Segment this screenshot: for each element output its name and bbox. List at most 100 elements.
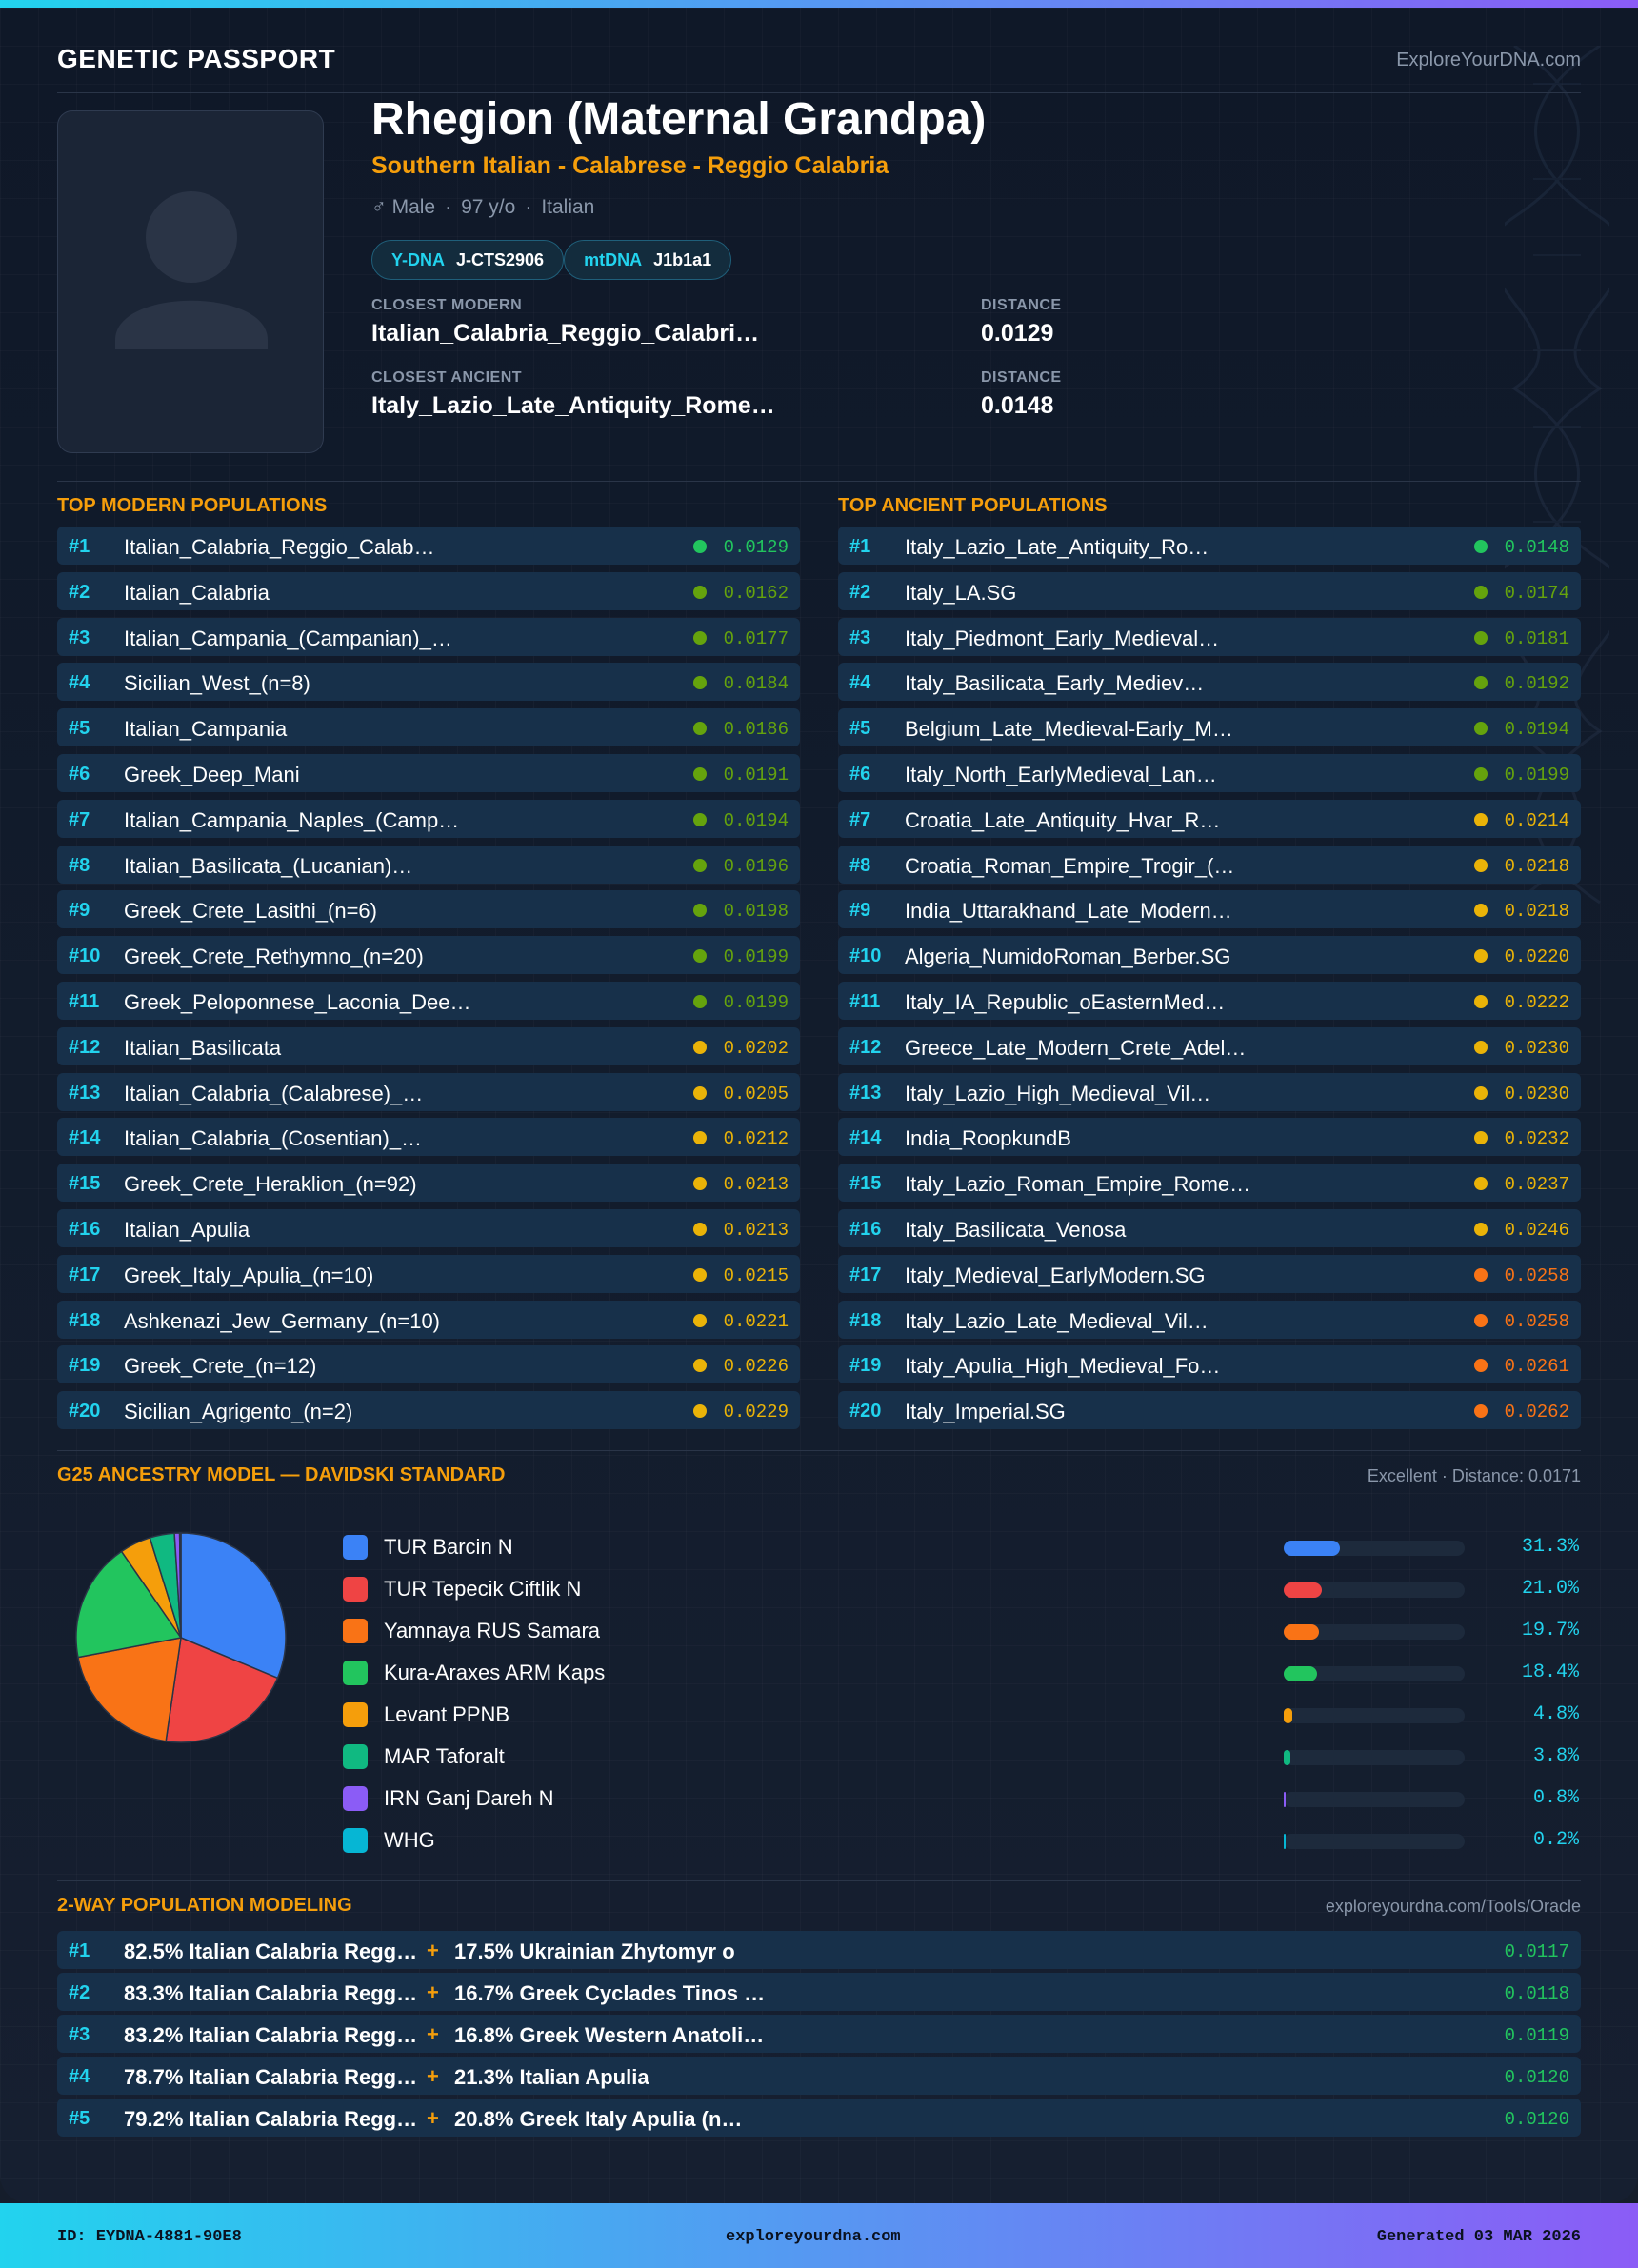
component-percent: 31.3%	[1521, 1536, 1579, 1558]
population-name: Italy_Medieval_EarlyModern.SG	[905, 1263, 1206, 1287]
population-name: Greek_Crete_(n=12)	[124, 1354, 317, 1379]
population-name: Italy_Basilicata_Early_Mediev…	[905, 671, 1205, 696]
modern-population-row[interactable]: #5 Italian_Campania 0.0186	[57, 708, 800, 747]
pie-slice-whg	[178, 1532, 182, 1639]
plus-icon: +	[427, 2064, 439, 2088]
rank-number: #10	[849, 945, 882, 967]
ancient-population-row[interactable]: #13 Italy_Lazio_High_Medieval_Vil… 0.0230	[838, 1072, 1581, 1111]
ancient-population-row[interactable]: #1 Italy_Lazio_Late_Antiquity_Ro… 0.0148	[838, 527, 1581, 565]
ancient-population-row[interactable]: #12 Greece_Late_Modern_Crete_Adel… 0.0230	[838, 1026, 1581, 1065]
rank-number: #2	[69, 1982, 90, 2003]
modern-population-list: #1 Italian_Calabria_Reggio_Calab… 0.0129 #2…	[57, 527, 800, 1437]
site-link[interactable]: ExploreYourDNA.com	[1396, 50, 1581, 70]
population-name: Italy_Lazio_Late_Antiquity_Ro…	[905, 535, 1209, 559]
ancient-population-row[interactable]: #14 India_RoopkundB 0.0232	[838, 1118, 1581, 1157]
distance-value: 0.0184	[723, 673, 789, 695]
model-row[interactable]: #4 78.7% Italian Calabria Regg… +21.3% Ita…	[57, 2057, 1581, 2095]
ancestry-component-row: Levant PPNB 4.8%	[341, 1694, 1588, 1736]
distance-indicator-icon	[1474, 1313, 1488, 1327]
model-row[interactable]: #3 83.2% Italian Calabria Regg… +16.8% Gre…	[57, 2015, 1581, 2053]
ancient-population-row[interactable]: #5 Belgium_Late_Medieval-Early_M… 0.0194	[838, 708, 1581, 747]
color-swatch	[343, 1619, 368, 1643]
distance-indicator-icon	[1474, 1040, 1488, 1054]
ydna-label: Y-DNA	[391, 249, 446, 269]
ancient-population-row[interactable]: #2 Italy_LA.SG 0.0174	[838, 571, 1581, 610]
ancestry-legend: TUR Barcin N 31.3% TUR Tepecik Ciftlik N 21…	[341, 1526, 1588, 1861]
model-row[interactable]: #2 83.3% Italian Calabria Regg… +16.7% Gre…	[57, 1973, 1581, 2011]
component-name: WHG	[384, 1828, 435, 1852]
rank-number: #2	[849, 581, 871, 603]
component-percent: 19.7%	[1521, 1620, 1579, 1641]
rank-number: #19	[849, 1355, 882, 1377]
modern-population-row[interactable]: #15 Greek_Crete_Heraklion_(n=92) 0.0213	[57, 1164, 800, 1203]
ancient-population-row[interactable]: #7 Croatia_Late_Antiquity_Hvar_R… 0.0214	[838, 799, 1581, 838]
ancient-population-row[interactable]: #20 Italy_Imperial.SG 0.0262	[838, 1391, 1581, 1430]
model-row[interactable]: #5 79.2% Italian Calabria Regg… +20.8% Gre…	[57, 2099, 1581, 2137]
ancient-population-row[interactable]: #3 Italy_Piedmont_Early_Medieval… 0.0181	[838, 617, 1581, 656]
modern-population-row[interactable]: #17 Greek_Italy_Apulia_(n=10) 0.0215	[57, 1254, 800, 1293]
modern-population-row[interactable]: #6 Greek_Deep_Mani 0.0191	[57, 753, 800, 792]
secondary-population: 17.5% Ukrainian Zhytomyr o	[454, 1940, 735, 1963]
modern-population-row[interactable]: #19 Greek_Crete_(n=12) 0.0226	[57, 1345, 800, 1384]
ancient-population-row[interactable]: #15 Italy_Lazio_Roman_Empire_Rome… 0.0237	[838, 1164, 1581, 1203]
modern-population-row[interactable]: #11 Greek_Peloponnese_Laconia_Dee… 0.0199	[57, 981, 800, 1020]
modern-population-row[interactable]: #10 Greek_Crete_Rethymno_(n=20) 0.0199	[57, 936, 800, 975]
component-percent: 4.8%	[1532, 1703, 1579, 1725]
modeling-source-link[interactable]: exploreyourdna.com/Tools/Oracle	[1325, 1897, 1581, 1916]
component-bar-fill	[1284, 1750, 1291, 1765]
distance-value: 0.0246	[1504, 1219, 1569, 1241]
population-name: Italy_IA_Republic_oEasternMed…	[905, 989, 1226, 1014]
population-name: Croatia_Late_Antiquity_Hvar_R…	[905, 807, 1221, 832]
component-name: TUR Barcin N	[384, 1535, 513, 1559]
modern-population-row[interactable]: #1 Italian_Calabria_Reggio_Calab… 0.0129	[57, 527, 800, 565]
model-row[interactable]: #1 82.5% Italian Calabria Regg… +17.5% Ukr…	[57, 1931, 1581, 1969]
component-bar-track	[1284, 1582, 1465, 1598]
footer-site[interactable]: exploreyourdna.com	[726, 2228, 901, 2246]
ancient-population-row[interactable]: #16 Italy_Basilicata_Venosa 0.0246	[838, 1208, 1581, 1247]
distance-value: 0.0196	[723, 855, 789, 877]
plus-icon: +	[427, 1939, 439, 1962]
profile-photo[interactable]	[57, 110, 324, 453]
model-distance: 0.0117	[1504, 1941, 1569, 1962]
modern-population-row[interactable]: #9 Greek_Crete_Lasithi_(n=6) 0.0198	[57, 890, 800, 929]
distance-indicator-icon	[693, 1359, 707, 1373]
ancient-population-row[interactable]: #9 India_Uttarakhand_Late_Modern… 0.0218	[838, 890, 1581, 929]
modern-population-row[interactable]: #16 Italian_Apulia 0.0213	[57, 1208, 800, 1247]
modern-population-row[interactable]: #20 Sicilian_Agrigento_(n=2) 0.0229	[57, 1391, 800, 1430]
ancient-population-row[interactable]: #10 Algeria_NumidoRoman_Berber.SG 0.0220	[838, 936, 1581, 975]
population-name: Belgium_Late_Medieval-Early_M…	[905, 717, 1233, 742]
rank-number: #13	[849, 1082, 882, 1104]
distance-value: 0.0148	[1504, 537, 1569, 558]
profile-name: Rhegion (Maternal Grandpa)	[371, 94, 987, 145]
modern-population-row[interactable]: #2 Italian_Calabria 0.0162	[57, 571, 800, 610]
distance-value: 0.0218	[1504, 855, 1569, 877]
modern-population-row[interactable]: #8 Italian_Basilicata_(Lucanian)… 0.0196	[57, 845, 800, 884]
modern-population-row[interactable]: #4 Sicilian_West_(n=8) 0.0184	[57, 663, 800, 702]
component-name: Yamnaya RUS Samara	[384, 1619, 601, 1642]
ancient-population-row[interactable]: #17 Italy_Medieval_EarlyModern.SG 0.0258	[838, 1254, 1581, 1293]
distance-value: 0.0199	[723, 946, 789, 968]
component-bar-track	[1284, 1624, 1465, 1640]
ancient-population-row[interactable]: #18 Italy_Lazio_Late_Medieval_Vil… 0.0258	[838, 1300, 1581, 1339]
distance-value: 0.0198	[723, 901, 789, 923]
ancient-population-row[interactable]: #6 Italy_North_EarlyMedieval_Lan… 0.0199	[838, 753, 1581, 792]
modern-population-row[interactable]: #3 Italian_Campania_(Campanian)_… 0.0177	[57, 617, 800, 656]
rank-number: #8	[69, 854, 90, 876]
modern-population-row[interactable]: #12 Italian_Basilicata 0.0202	[57, 1026, 800, 1065]
modern-population-row[interactable]: #7 Italian_Campania_Naples_(Camp… 0.0194	[57, 799, 800, 838]
ancient-population-row[interactable]: #4 Italy_Basilicata_Early_Mediev… 0.0192	[838, 663, 1581, 702]
modern-population-row[interactable]: #18 Ashkenazi_Jew_Germany_(n=10) 0.0221	[57, 1300, 800, 1339]
population-name: Italian_Basilicata_(Lucanian)…	[124, 853, 413, 878]
distance-value: 0.0194	[1504, 719, 1569, 741]
g25-section-title: G25 ANCESTRY MODEL — DAVIDSKI STANDARD	[57, 1464, 506, 1485]
ancient-population-row[interactable]: #8 Croatia_Roman_Empire_Trogir_(… 0.0218	[838, 845, 1581, 884]
ancient-population-row[interactable]: #19 Italy_Apulia_High_Medieval_Fo… 0.0261	[838, 1345, 1581, 1384]
distance-value: 0.0177	[723, 627, 789, 649]
distance-value: 0.0212	[723, 1128, 789, 1150]
rank-number: #3	[69, 627, 90, 648]
distance-indicator-icon	[693, 676, 707, 690]
modern-population-row[interactable]: #13 Italian_Calabria_(Calabrese)_… 0.0205	[57, 1072, 800, 1111]
modern-population-row[interactable]: #14 Italian_Calabria_(Cosentian)_… 0.0212	[57, 1118, 800, 1157]
ancient-population-row[interactable]: #11 Italy_IA_Republic_oEasternMed… 0.0222	[838, 981, 1581, 1020]
rank-number: #11	[69, 990, 100, 1012]
